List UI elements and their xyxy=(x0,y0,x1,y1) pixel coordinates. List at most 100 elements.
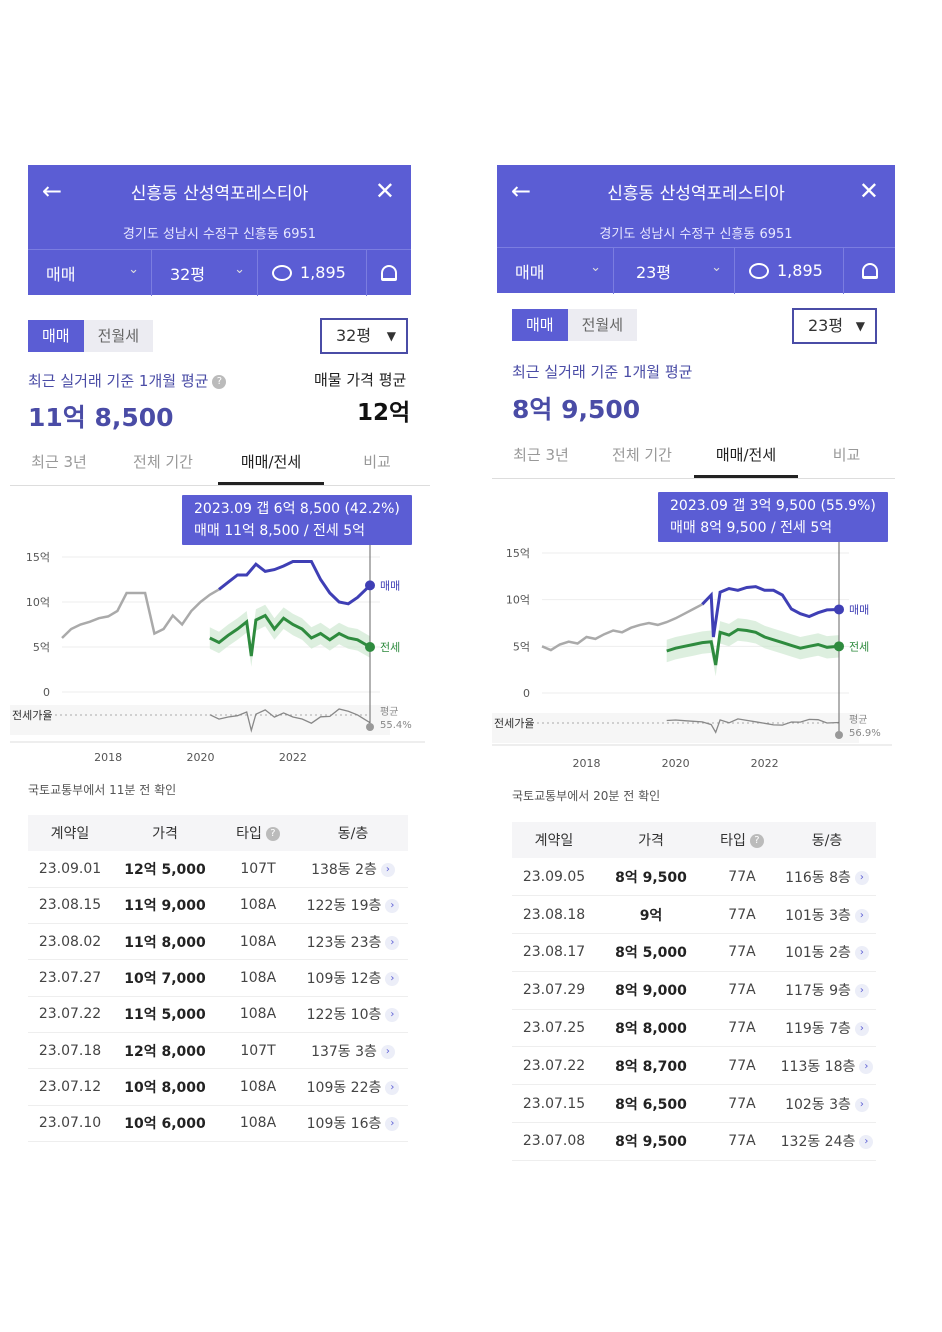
price-cell: 9억 xyxy=(596,895,706,935)
close-icon[interactable]: ✕ xyxy=(858,177,879,205)
comments-button[interactable]: 1,895 xyxy=(735,248,843,293)
tab-recent-3y[interactable]: 최근 3년 xyxy=(31,453,87,471)
chevron-right-icon[interactable]: › xyxy=(854,1097,869,1112)
table-row[interactable]: 23.07.18 12억 8,000 107T 137동 3층 › xyxy=(28,1032,408,1070)
table-row[interactable]: 23.07.22 8억 8,700 77A 113동 18층 › xyxy=(512,1046,876,1086)
area-select[interactable]: 23평 ▼ xyxy=(792,308,877,344)
table-row[interactable]: 23.09.01 12억 5,000 107T 138동 2층 › xyxy=(28,851,408,888)
chevron-right-icon[interactable]: › xyxy=(385,972,400,987)
building-floor-text: 123동 23층 xyxy=(306,934,382,951)
help-icon[interactable]: ? xyxy=(749,834,764,848)
notification-button[interactable] xyxy=(367,250,411,295)
deal-type-filter[interactable]: 매매 ⌄ xyxy=(28,250,151,295)
table-row[interactable]: 23.07.29 8억 9,000 77A 117동 9층 › xyxy=(512,971,876,1010)
table-row[interactable]: 23.08.15 11억 9,000 108A 122동 19층 › xyxy=(28,887,408,925)
tab-sale-lease[interactable]: 매매/전세 xyxy=(218,445,324,485)
building-floor-cell: 113동 18층 › xyxy=(778,1046,876,1086)
price-cell: 10억 8,000 xyxy=(112,1068,218,1106)
area-filter[interactable]: 32평 ⌄ xyxy=(152,250,257,295)
contract-date-cell: 23.07.08 xyxy=(512,1122,596,1161)
toggle-sale[interactable]: 매매 xyxy=(28,320,84,352)
table-row[interactable]: 23.07.27 10억 7,000 108A 109동 12층 › xyxy=(28,959,408,997)
chevron-right-icon[interactable]: › xyxy=(385,1117,400,1132)
deal-type-label: 매매 xyxy=(515,262,545,282)
x-tick-label: 2020 xyxy=(187,751,215,764)
building-floor-text: 122동 10층 xyxy=(306,1007,382,1024)
tab-compare[interactable]: 비교 xyxy=(363,453,391,471)
area-label: 32평 xyxy=(170,264,206,284)
listing-price: 12억 xyxy=(357,400,411,426)
tab-compare[interactable]: 비교 xyxy=(832,446,861,464)
price-cell: 10억 6,000 xyxy=(112,1105,218,1142)
table-row[interactable]: 23.08.02 11억 8,000 108A 123동 23층 › xyxy=(28,923,408,961)
price-cell: 8억 9,500 xyxy=(596,1122,706,1161)
building-floor-cell: 109동 12층 › xyxy=(298,959,408,997)
table-row[interactable]: 23.07.22 11억 5,000 108A 122동 10층 › xyxy=(28,996,408,1033)
toggle-sale[interactable]: 매매 xyxy=(512,309,568,341)
chevron-right-icon[interactable]: › xyxy=(854,870,869,885)
chevron-right-icon[interactable]: › xyxy=(859,1059,874,1074)
chevron-right-icon[interactable]: › xyxy=(854,1022,869,1037)
close-icon[interactable]: ✕ xyxy=(374,177,395,205)
tab-all-period[interactable]: 전체 기간 xyxy=(133,453,193,471)
avg-price: 8억 9,500 xyxy=(512,395,641,424)
chevron-right-icon[interactable]: › xyxy=(854,984,869,999)
toggle-lease[interactable]: 전월세 xyxy=(567,309,638,341)
chart-tabs: 최근 3년 전체 기간 매매/전세 비교 xyxy=(10,445,430,486)
app-header: ← 신흥동 산성역포레스티아 ✕ 경기도 성남시 수정구 신흥동 6951 매매… xyxy=(28,165,411,296)
chevron-right-icon[interactable]: › xyxy=(854,908,869,923)
ratio-band xyxy=(492,713,859,743)
building-floor-text: 109동 22층 xyxy=(306,1079,382,1096)
chart-tooltip: 2023.09 갭 6억 8,500 (42.2%) 매매 11억 8,500 … xyxy=(182,495,412,545)
building-floor-text: 109동 12층 xyxy=(306,971,382,988)
chevron-right-icon[interactable]: › xyxy=(380,862,395,877)
back-arrow-icon[interactable]: ← xyxy=(42,177,63,205)
area-select[interactable]: 32평 ▼ xyxy=(320,318,408,354)
comment-count: 1,895 xyxy=(300,263,346,282)
back-arrow-icon[interactable]: ← xyxy=(511,177,532,205)
deal-type-filter[interactable]: 매매 ⌄ xyxy=(497,248,613,293)
column-header: 동/층 xyxy=(298,815,408,851)
chevron-right-icon[interactable]: › xyxy=(385,935,400,950)
type-cell: 108A xyxy=(218,959,298,997)
chevron-down-icon: ⌄ xyxy=(234,262,245,277)
y-tick-label: 10억 xyxy=(26,596,50,609)
tab-all-period[interactable]: 전체 기간 xyxy=(612,446,672,464)
chevron-right-icon[interactable]: › xyxy=(385,899,400,914)
page-title: 신흥동 산성역포레스티아 xyxy=(130,184,309,204)
building-floor-text: 101동 2층 xyxy=(785,945,851,962)
series-label-sale: 매매 xyxy=(849,603,869,616)
contract-date-cell: 23.07.15 xyxy=(512,1084,596,1124)
chevron-right-icon[interactable]: › xyxy=(859,1135,874,1150)
toggle-lease[interactable]: 전월세 xyxy=(83,320,154,352)
comments-button[interactable]: 1,895 xyxy=(258,250,366,295)
type-cell: 108A xyxy=(218,887,298,925)
notification-button[interactable] xyxy=(844,248,895,293)
table-row[interactable]: 23.07.12 10억 8,000 108A 109동 22층 › xyxy=(28,1068,408,1106)
price-cell: 8억 6,500 xyxy=(596,1084,706,1124)
chevron-right-icon[interactable]: › xyxy=(380,1044,395,1059)
avg-price: 11억 8,500 xyxy=(28,403,174,432)
area-filter[interactable]: 23평 ⌄ xyxy=(614,248,734,293)
table-row[interactable]: 23.08.18 9억 77A 101동 3층 › xyxy=(512,895,876,935)
table-row[interactable]: 23.09.05 8억 9,500 77A 116동 8층 › xyxy=(512,858,876,897)
chart-tooltip: 2023.09 갭 3억 9,500 (55.9%) 매매 8억 9,500 /… xyxy=(658,492,888,542)
tab-recent-3y[interactable]: 최근 3년 xyxy=(513,446,569,464)
table-row[interactable]: 23.07.25 8억 8,000 77A 119동 7층 › xyxy=(512,1009,876,1048)
help-icon[interactable]: ? xyxy=(265,827,280,841)
sale-end-point xyxy=(365,580,375,591)
tab-sale-lease[interactable]: 매매/전세 xyxy=(694,438,798,478)
help-icon[interactable]: ? xyxy=(212,374,227,389)
table-row[interactable]: 23.07.15 8억 6,500 77A 102동 3층 › xyxy=(512,1084,876,1124)
building-floor-text: 119동 7층 xyxy=(785,1021,851,1038)
table-row[interactable]: 23.07.10 10억 6,000 108A 109동 16층 › xyxy=(28,1105,408,1142)
table-row[interactable]: 23.08.17 8억 5,000 77A 101동 2층 › xyxy=(512,933,876,972)
chevron-right-icon[interactable]: › xyxy=(385,1008,400,1023)
chevron-right-icon[interactable]: › xyxy=(854,946,869,961)
chevron-right-icon[interactable]: › xyxy=(385,1080,400,1095)
chevron-down-icon: ⌄ xyxy=(590,260,601,275)
table-row[interactable]: 23.07.08 8억 9,500 77A 132동 24층 › xyxy=(512,1122,876,1161)
sale-end-point xyxy=(834,604,844,615)
